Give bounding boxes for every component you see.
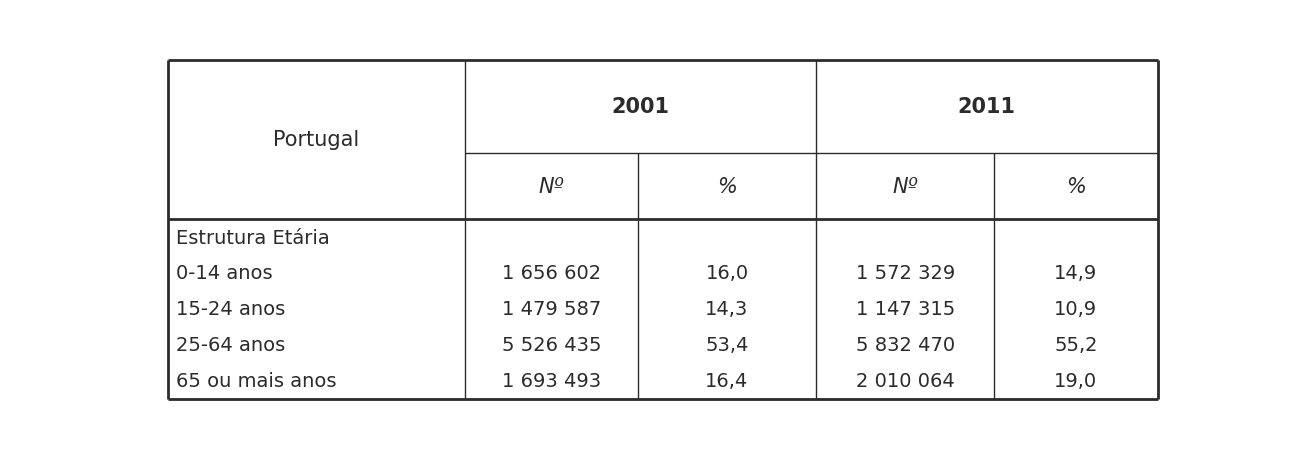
Text: %: % [1065,177,1086,197]
Text: 14,9: 14,9 [1054,264,1098,283]
Text: 1 656 602: 1 656 602 [502,264,601,283]
Text: 14,3: 14,3 [706,300,749,318]
Text: 53,4: 53,4 [705,336,749,354]
Text: 19,0: 19,0 [1054,371,1098,390]
Text: 65 ou mais anos: 65 ou mais anos [176,371,336,390]
Text: 1 572 329: 1 572 329 [856,264,954,283]
Text: Nº: Nº [539,177,564,197]
Text: Estrutura Etária: Estrutura Etária [176,228,330,247]
Text: Nº: Nº [892,177,918,197]
Text: 15-24 anos: 15-24 anos [176,300,284,318]
Text: 10,9: 10,9 [1054,300,1098,318]
Text: 25-64 anos: 25-64 anos [176,336,284,354]
Text: 2011: 2011 [958,97,1016,117]
Text: 2 010 064: 2 010 064 [856,371,954,390]
Text: 1 479 587: 1 479 587 [502,300,601,318]
Text: 1 693 493: 1 693 493 [502,371,601,390]
Text: 55,2: 55,2 [1054,336,1098,354]
Text: Portugal: Portugal [273,130,359,150]
Text: %: % [718,177,737,197]
Text: 5 832 470: 5 832 470 [856,336,954,354]
Text: 16,4: 16,4 [706,371,749,390]
Text: 0-14 anos: 0-14 anos [176,264,273,283]
Text: 1 147 315: 1 147 315 [856,300,954,318]
Text: 5 526 435: 5 526 435 [502,336,601,354]
Text: 16,0: 16,0 [706,264,749,283]
Text: 2001: 2001 [612,97,670,117]
